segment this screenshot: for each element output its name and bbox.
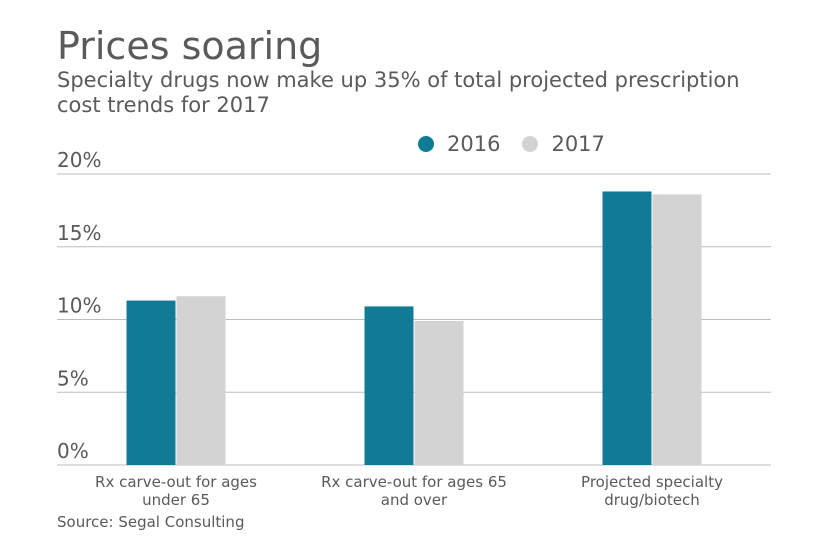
- legend-label-2016: 2016: [447, 132, 501, 156]
- x-tick-label-line: drug/biotech: [604, 491, 700, 509]
- bar-2016-2: [364, 306, 414, 465]
- legend-swatch-2017: [522, 136, 539, 152]
- x-tick-label-line: Projected specialty: [581, 473, 723, 491]
- legend-label-2017: 2017: [551, 132, 605, 156]
- y-tick-label: 0%: [57, 439, 89, 463]
- legend: 2016 2017: [418, 132, 627, 156]
- bar-2016-3: [602, 191, 652, 465]
- x-tick-label: Rx carve-out for ages under 65: [95, 473, 257, 509]
- y-tick-label: 10%: [57, 294, 101, 318]
- x-tick-label: Projected specialty drug/biotech: [581, 473, 723, 509]
- legend-item-2017: 2017: [522, 132, 605, 156]
- x-tick-label-line: Rx carve-out for ages 65: [321, 473, 507, 491]
- chart-subtitle: Specialty drugs now make up 35% of total…: [57, 68, 740, 117]
- chart-title: Prices soaring: [57, 24, 323, 68]
- bar-2016-1: [126, 300, 176, 465]
- y-tick-label: 20%: [57, 148, 101, 172]
- bar-2017-2: [414, 320, 464, 465]
- bar-2017-1: [176, 296, 226, 465]
- source-note: Source: Segal Consulting: [57, 513, 245, 531]
- x-tick-label: Rx carve-out for ages 65 and over: [321, 473, 507, 509]
- bar-2017-3: [652, 194, 702, 465]
- y-tick-label: 15%: [57, 221, 101, 245]
- legend-swatch-2016: [418, 136, 434, 152]
- legend-item-2016: 2016: [418, 132, 500, 156]
- x-tick-label-line: under 65: [142, 491, 210, 509]
- y-tick-label: 5%: [57, 366, 89, 390]
- x-tick-label-line: and over: [381, 491, 448, 509]
- x-tick-label-line: Rx carve-out for ages: [95, 473, 257, 491]
